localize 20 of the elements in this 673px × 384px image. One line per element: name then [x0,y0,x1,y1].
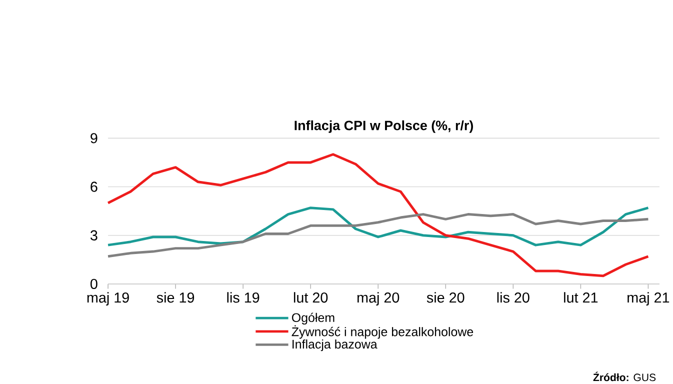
legend-label: Żywność i napoje bezalkoholowe [292,325,474,339]
x-tick-label: sie 19 [156,292,194,303]
line-series [106,206,650,246]
y-tick-label: 3 [90,230,98,240]
chart-title: Inflacja CPI w Polsce (%, r/r) [294,120,473,133]
legend-label: Inflacja bazowa [292,339,378,351]
x-tick-label: sie 20 [426,292,464,303]
x-tick-label: maj 20 [357,292,400,306]
x-tick-label: maj 21 [628,292,670,306]
x-tick-label: lut 21 [564,292,598,303]
x-tick-label: lis 19 [227,292,260,303]
x-tick-label: lis 20 [497,292,530,303]
x-tick-label: lut 20 [294,292,328,303]
line-series [106,152,650,277]
y-tick-label: 6 [90,182,98,192]
legend-label: Ogółem [292,312,334,324]
text: Źródło: GUS [593,372,656,381]
x-tick-label: maj 19 [87,292,129,306]
y-tick-label: 0 [90,278,98,289]
y-tick-label: 9 [90,132,98,144]
